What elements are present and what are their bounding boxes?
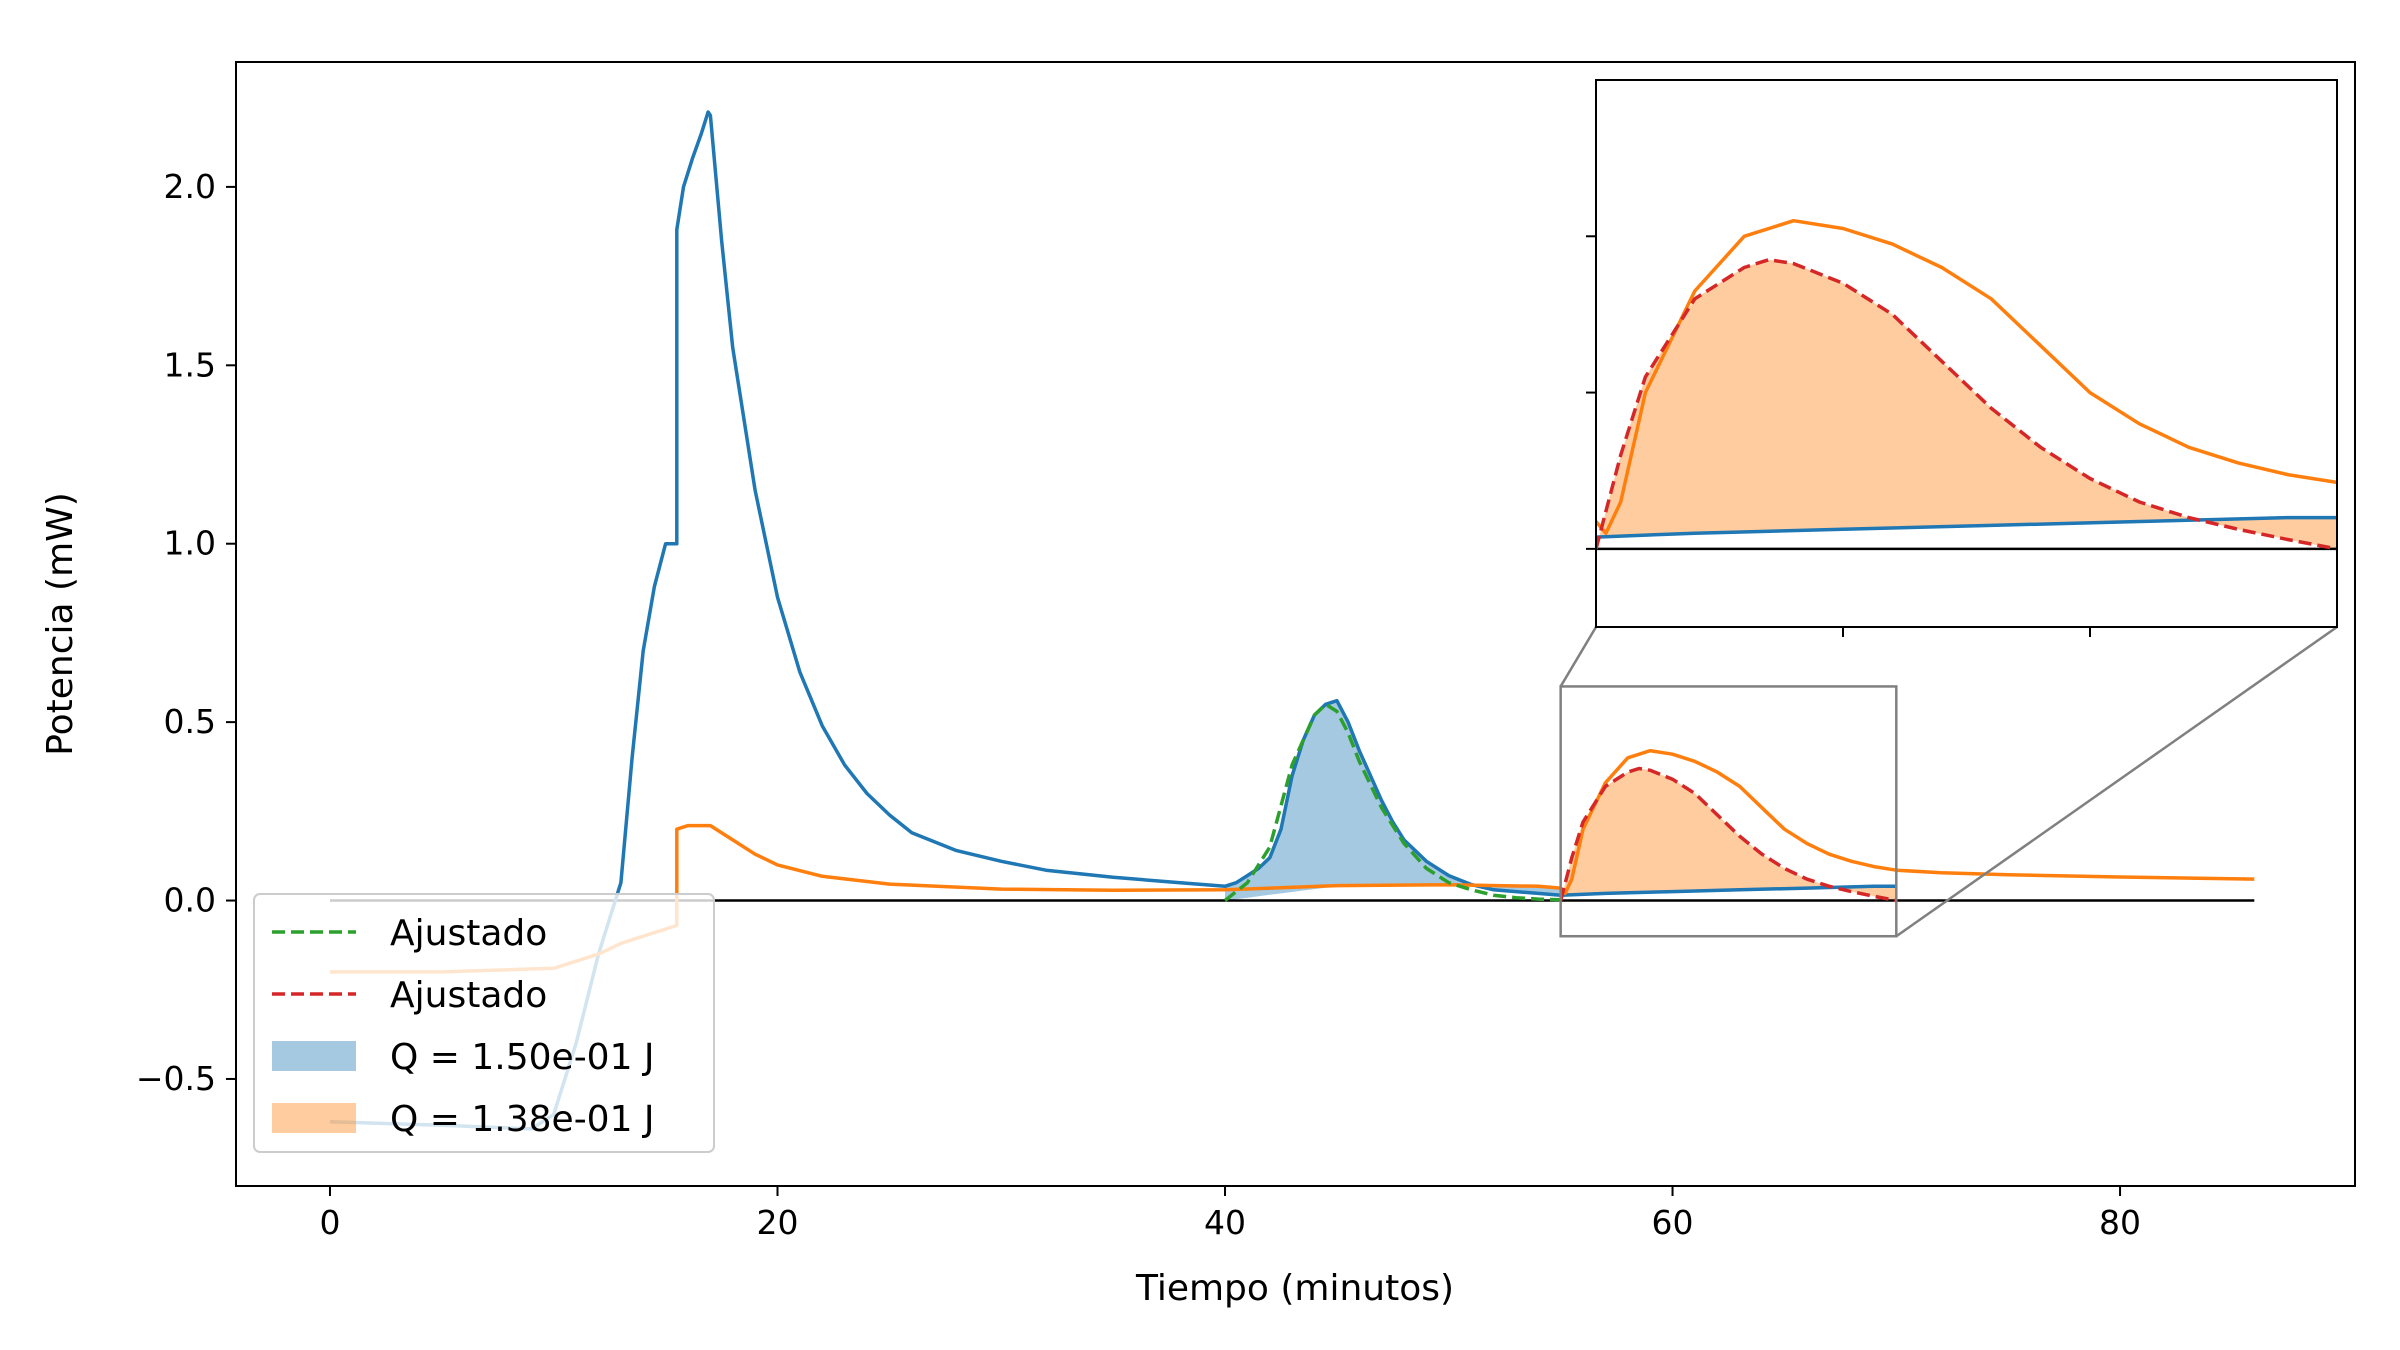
x-tick-label: 0 (319, 1203, 340, 1242)
inset-series-line-2 (1596, 218, 2337, 535)
inset-lines (1596, 218, 2337, 551)
legend-label: Ajustado (390, 975, 547, 1016)
zoom-region-rectangle (1559, 685, 1898, 938)
legend-label: Q = 1.50e-01 J (390, 1037, 655, 1078)
y-tick-label: 2.0 (164, 167, 216, 206)
x-axis-label: Tiempo (minutos) (1135, 1268, 1454, 1309)
legend-swatch-patch (272, 1041, 356, 1071)
x-tick-label: 80 (2099, 1203, 2141, 1242)
inset-background (1596, 80, 2337, 627)
inset-ticks (1586, 235, 2091, 637)
legend: Ajustado Ajustado Q = 1.50e-01 J Q = 1.38e-… (253, 893, 715, 1153)
inset-zoom-indicator (1559, 625, 2338, 938)
legend-label: Q = 1.38e-01 J (390, 1099, 655, 1140)
main-fills (1225, 700, 1897, 901)
fill-area-2 (1560, 768, 1897, 901)
inset-series-line-4 (1596, 257, 2337, 551)
inset-plot-area (1586, 79, 2338, 637)
legend-box (253, 893, 715, 1153)
x-tick-label: 20 (756, 1203, 798, 1242)
y-tick-label: 1.5 (164, 345, 216, 384)
main-ticks: 0 20 40 60 80 −0.5 0.0 0.5 1.0 1.5 2.0 (136, 167, 2141, 1242)
x-tick-label: 60 (1652, 1203, 1694, 1242)
legend-label: Ajustado (390, 913, 547, 954)
series-line-3 (1223, 702, 1561, 902)
zoom-connector-line (1559, 626, 1598, 688)
y-tick-label: 1.0 (164, 524, 216, 563)
x-tick-label: 40 (1204, 1203, 1246, 1242)
y-axis-label: Potencia (mW) (40, 492, 81, 756)
series-line-4 (1559, 766, 1897, 903)
y-tick-label: 0.0 (164, 881, 216, 920)
fill-area-1 (1225, 700, 1561, 901)
series-line-1 (329, 110, 1897, 1131)
y-tick-label: −0.5 (136, 1059, 216, 1098)
zoom-connector-line (1895, 625, 2338, 938)
legend-swatch-patch (272, 1103, 356, 1133)
inset-axes-frame (1595, 79, 2338, 628)
inset-fills (1596, 259, 2337, 549)
inset-fill-area-2 (1596, 259, 2337, 549)
main-axes-frame (235, 61, 2356, 1187)
y-tick-label: 0.5 (164, 702, 216, 741)
main-plot-area: 0 20 40 60 80 −0.5 0.0 0.5 1.0 1.5 2.0 Tiempo (min… (40, 61, 2356, 1309)
